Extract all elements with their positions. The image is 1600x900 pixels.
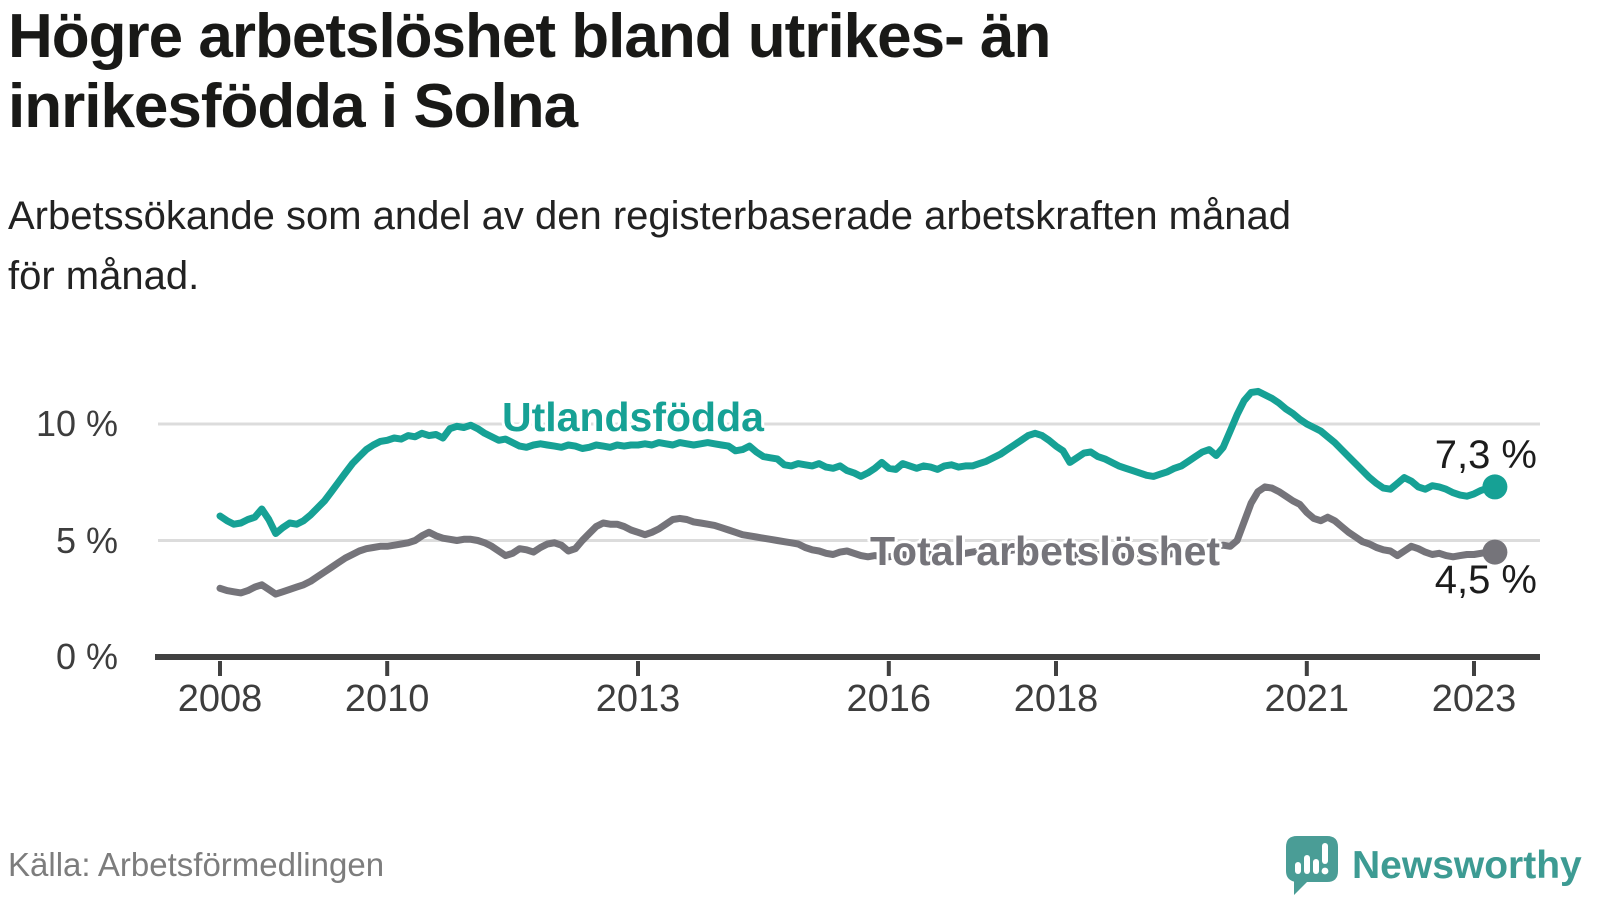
source-attribution: Källa: Arbetsförmedlingen — [8, 846, 385, 883]
title-line-1: Högre arbetslöshet bland utrikes- än — [8, 2, 1051, 71]
title-line-2: inrikesfödda i Solna — [8, 72, 578, 141]
y-tick-label-10: 10 % — [35, 403, 118, 444]
chart-subtitle: Arbetssökande som andel av den registerb… — [8, 186, 1291, 306]
y-tick-label-0: 0 % — [55, 636, 118, 677]
y-tick-label-5: 5 % — [55, 519, 118, 561]
series-label-utlandsfodda: Utlandsfödda — [502, 394, 764, 440]
x-tick-label-2023: 2023 — [1431, 678, 1517, 720]
x-tick-label-2018: 2018 — [1013, 678, 1099, 720]
newsworthy-logo: Newsworthy — [1286, 836, 1582, 896]
end-value-utlandsfodda: 7,3 % — [1434, 433, 1537, 477]
end-value-total: 4,5 % — [1434, 558, 1537, 602]
x-tick-label-2016: 2016 — [846, 678, 932, 720]
x-tick-label-2021: 2021 — [1264, 678, 1350, 720]
newsworthy-logo-icon — [1286, 836, 1338, 896]
subtitle-line-2: för månad. — [8, 254, 200, 298]
page-title: Högre arbetslöshet bland utrikes- än inr… — [8, 2, 1051, 142]
x-tick-label-2010: 2010 — [344, 678, 430, 720]
subtitle-line-1: Arbetssökande som andel av den registerb… — [8, 194, 1291, 238]
series-label-total-arbetsloshet: Total arbetslöshet — [870, 528, 1221, 574]
x-tick-label-2008: 2008 — [177, 678, 263, 720]
newsworthy-wordmark: Newsworthy — [1352, 844, 1582, 887]
x-tick-label-2013: 2013 — [595, 678, 681, 720]
